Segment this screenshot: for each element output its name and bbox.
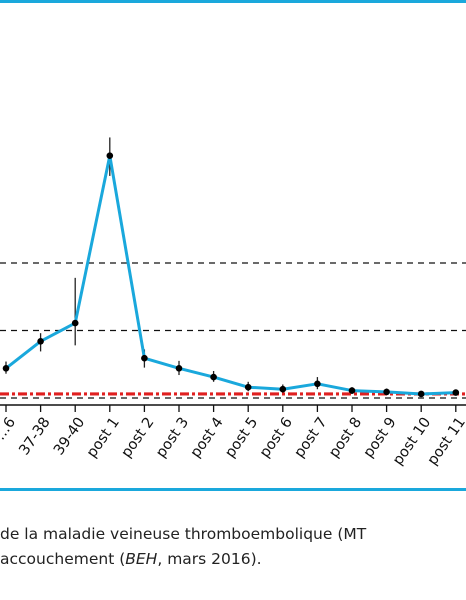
data-point	[244, 383, 252, 391]
x-tick-label: …6	[0, 415, 19, 444]
x-ticks	[5, 405, 457, 412]
x-tick-label: post 1	[84, 415, 123, 461]
caption-line-2-end: , mars 2016).	[157, 550, 262, 568]
caption-line-2-start: accouchement (	[0, 550, 126, 568]
data-points	[2, 152, 460, 398]
series-line	[5, 154, 456, 396]
x-tick-label: post 6	[257, 415, 296, 461]
data-point	[71, 319, 79, 327]
data-point	[210, 373, 217, 381]
x-tick-label: post 7	[292, 415, 331, 461]
figure-caption: de la maladie veineuse thromboembolique …	[0, 522, 466, 572]
data-point	[2, 365, 10, 372]
data-point	[314, 380, 321, 388]
data-point	[279, 385, 287, 393]
data-point	[348, 387, 356, 394]
x-tick-label: 37-38	[16, 415, 53, 459]
data-point	[141, 354, 148, 362]
error-bars	[5, 137, 457, 396]
x-tick-label: post 8	[326, 415, 365, 461]
x-tick-label: post 5	[222, 415, 261, 461]
data-point	[37, 338, 44, 345]
caption-line-1: de la maladie veineuse thromboembolique …	[0, 525, 367, 543]
bottom-frame-rule	[0, 488, 466, 491]
data-point	[383, 388, 390, 396]
x-tick-label: post 4	[188, 415, 227, 461]
caption-line-2: accouchement (BEH, mars 2016).	[0, 547, 466, 572]
data-point	[417, 390, 425, 398]
data-point	[106, 152, 114, 159]
caption-journal-name: BEH	[125, 550, 158, 568]
data-point	[452, 389, 460, 396]
gridlines	[0, 262, 466, 399]
data-point	[175, 365, 183, 372]
top-frame-rule	[0, 0, 466, 3]
x-tick-label: post 2	[119, 415, 158, 461]
x-tick-label: post 3	[153, 415, 192, 461]
